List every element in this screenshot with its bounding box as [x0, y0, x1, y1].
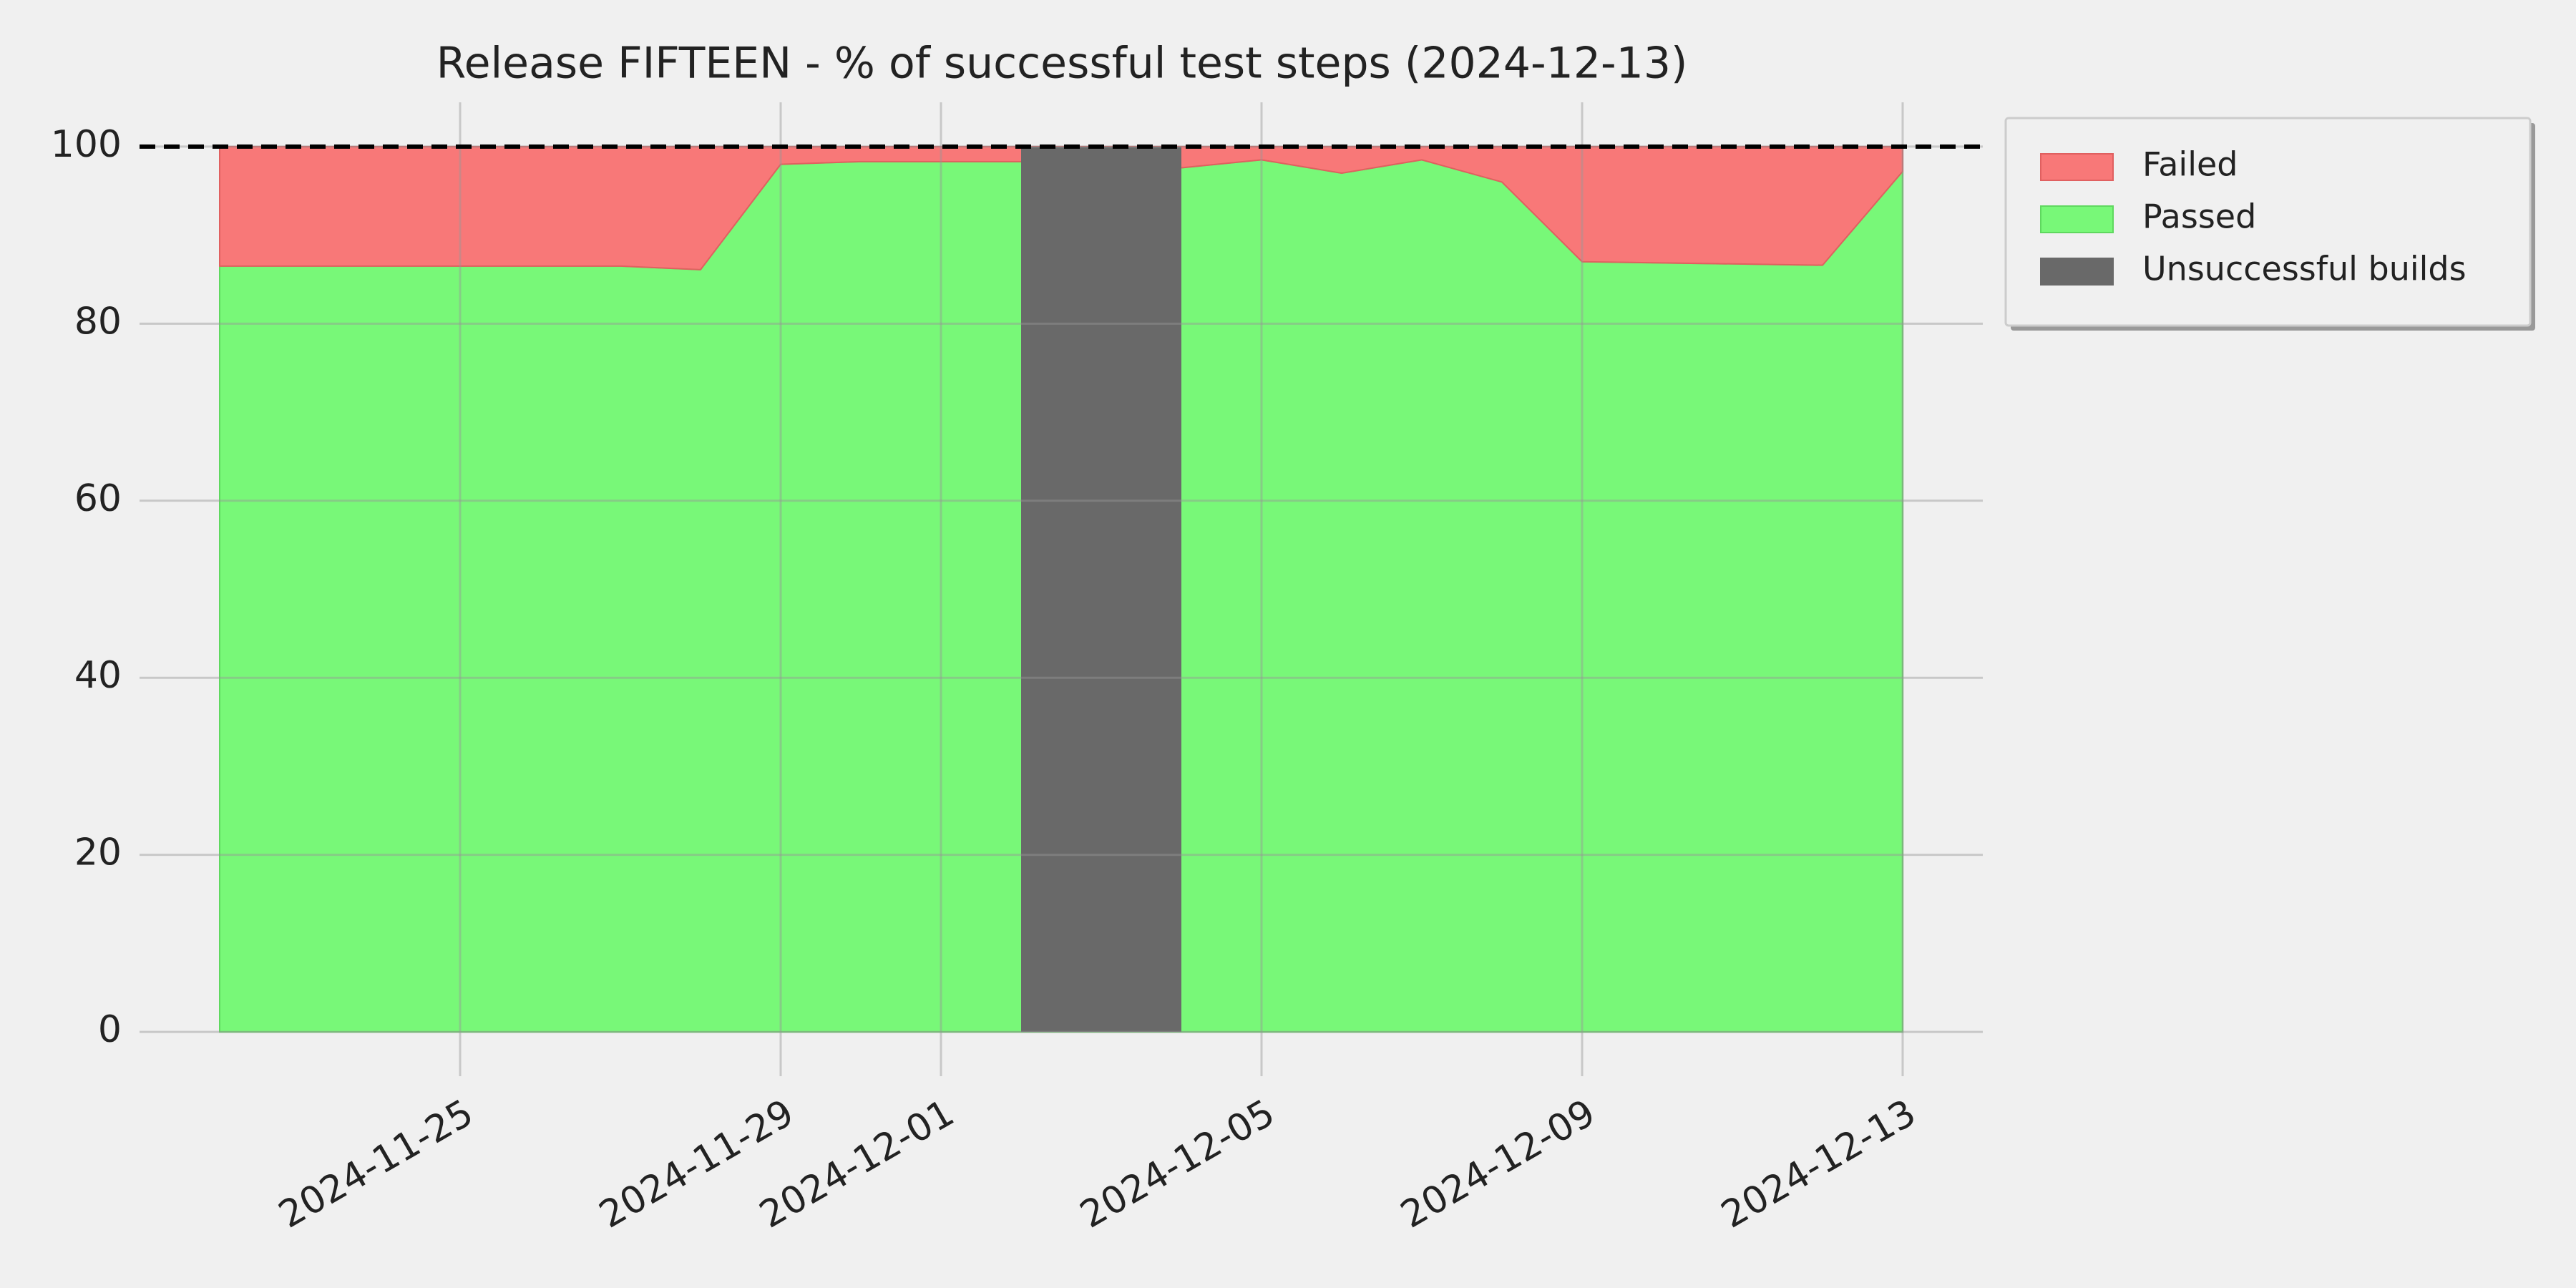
legend: Failed Passed Unsuccessful builds: [2004, 117, 2535, 331]
y-tick-label: 0: [98, 1008, 122, 1051]
legend-box: [2004, 117, 2532, 327]
y-tick-label: 80: [74, 300, 122, 343]
y-tick-label: 60: [74, 477, 122, 520]
y-tick-label: 20: [74, 831, 122, 874]
failed-area: [219, 145, 1903, 270]
chart-title: Release FIFTEEN - % of successful test s…: [436, 39, 1688, 89]
y-tick-label: 40: [74, 654, 122, 697]
legend-label: Failed: [2142, 145, 2238, 184]
legend-label: Unsuccessful builds: [2142, 250, 2467, 288]
y-tick-label: 100: [51, 123, 122, 166]
legend-swatch: [2040, 258, 2114, 286]
legend-swatch: [2040, 205, 2114, 233]
legend-label: Passed: [2142, 197, 2256, 236]
unsuccessful-build-bar: [1021, 146, 1181, 1033]
legend-swatch: [2040, 153, 2114, 181]
